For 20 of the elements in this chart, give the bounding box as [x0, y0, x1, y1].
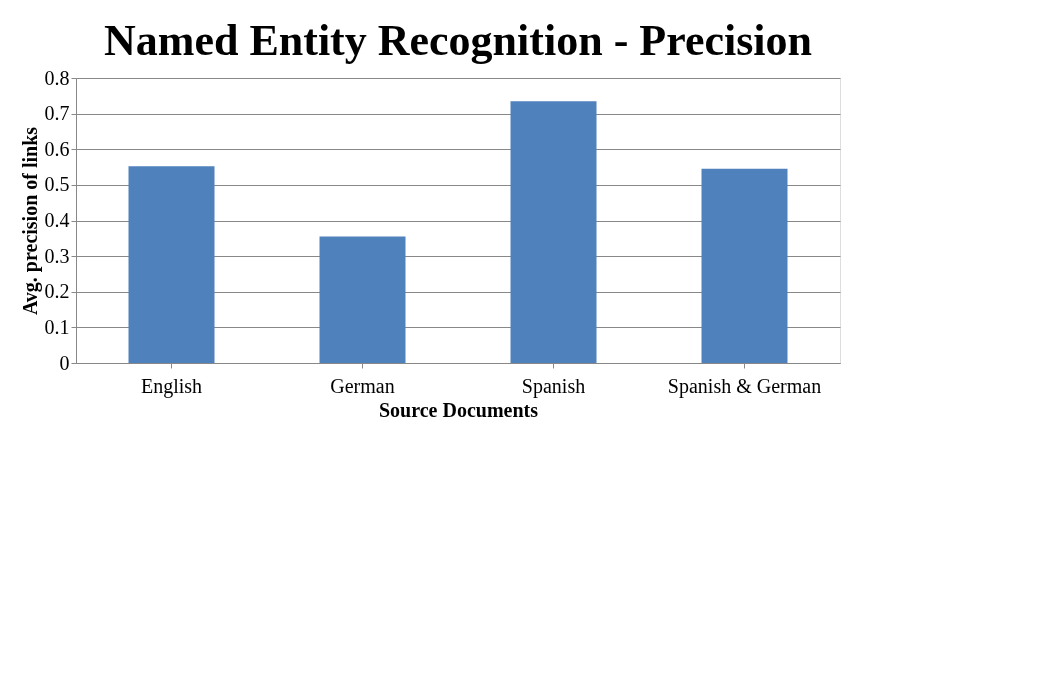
- y-tick-label: 0.6: [44, 137, 70, 160]
- bar: [319, 236, 406, 363]
- x-tick-label: Spanish: [521, 374, 586, 398]
- y-tick-label: 0: [59, 351, 70, 374]
- y-tick-label: 0.5: [44, 173, 70, 196]
- x-tick-label: English: [140, 374, 203, 398]
- y-tick-label: 0.7: [44, 102, 70, 125]
- bar: [128, 166, 215, 363]
- x-tick-label: Spanish & German: [667, 374, 822, 398]
- x-axis-title: Source Documents: [378, 398, 539, 421]
- y-tick-label: 0.2: [44, 280, 70, 303]
- chart-title: Named Entity Recognition - Precision: [103, 16, 813, 65]
- x-tick-label: German: [330, 374, 395, 397]
- y-axis-title: Avg. precision of links: [18, 126, 42, 316]
- y-tick-label: 0.8: [44, 66, 70, 89]
- y-tick-label: 0.3: [44, 244, 70, 267]
- y-tick-label: 0.4: [44, 209, 70, 231]
- y-tick-label: 0.1: [44, 315, 70, 338]
- bar: [701, 168, 788, 363]
- bar: [510, 101, 597, 363]
